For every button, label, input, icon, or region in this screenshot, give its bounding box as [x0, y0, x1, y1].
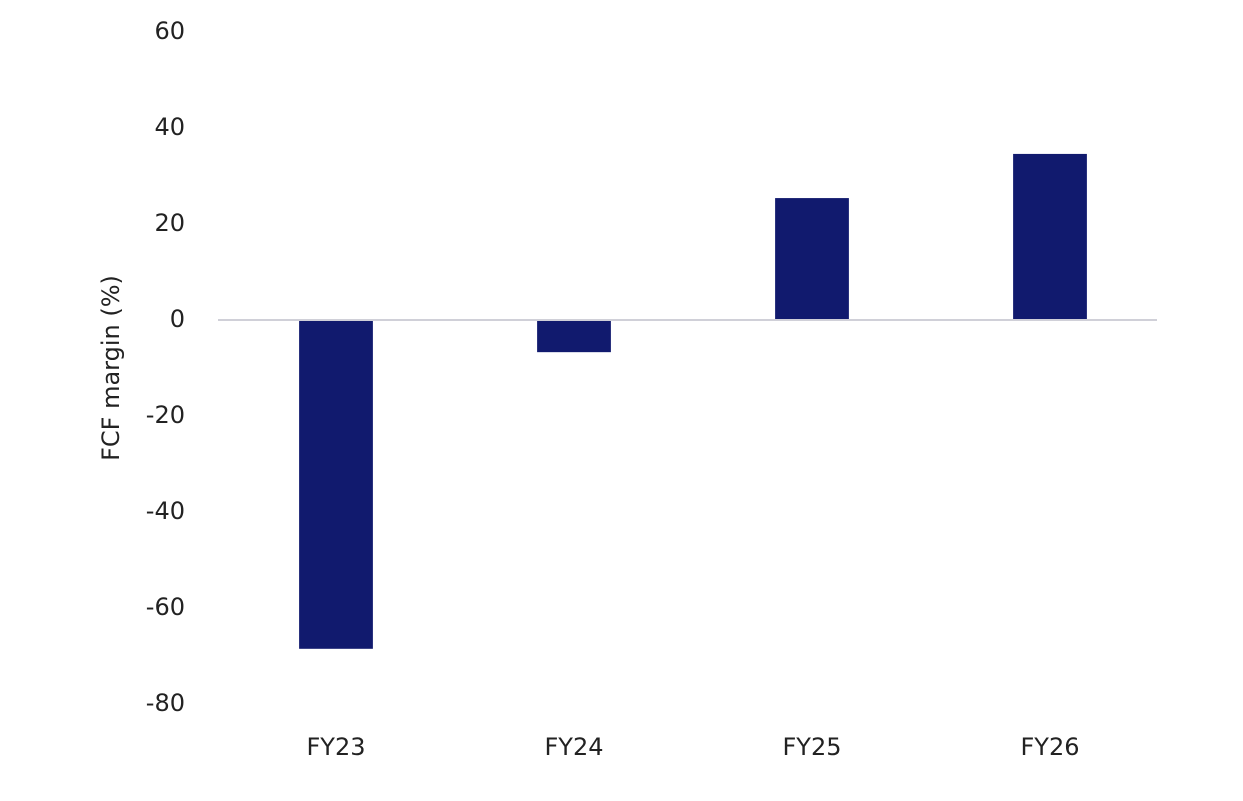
bar — [1013, 153, 1087, 320]
bar — [775, 198, 849, 320]
bar — [537, 320, 611, 353]
y-tick-label: -20 — [146, 401, 185, 429]
y-tick-label: -60 — [146, 593, 185, 621]
y-tick-label: -80 — [146, 689, 185, 717]
x-tick-label: FY25 — [782, 733, 841, 761]
y-tick-label: 40 — [154, 113, 185, 141]
y-tick-label: -40 — [146, 497, 185, 525]
y-tick-label: 0 — [170, 305, 185, 333]
y-tick-label: 60 — [154, 17, 185, 45]
x-tick-label: FY26 — [1020, 733, 1079, 761]
bar — [299, 320, 373, 649]
y-tick-label: 20 — [154, 209, 185, 237]
x-tick-label: FY23 — [306, 733, 365, 761]
y-axis-title: FCF margin (%) — [97, 275, 125, 461]
x-tick-label: FY24 — [544, 733, 603, 761]
